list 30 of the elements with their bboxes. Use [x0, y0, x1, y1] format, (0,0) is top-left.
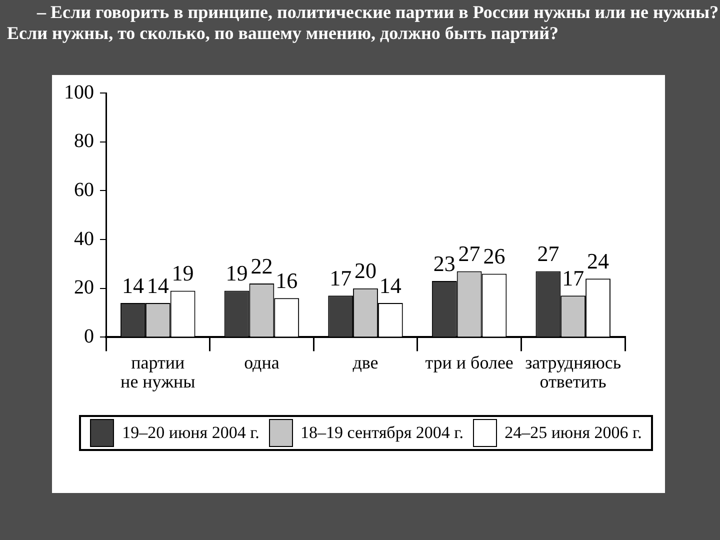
x-tick-label: одна	[244, 352, 280, 372]
x-tick-label: две	[352, 352, 378, 372]
data-label: 27	[458, 241, 480, 266]
x-tick-label: партии не нужны	[120, 352, 196, 392]
data-label: 22	[250, 253, 273, 278]
legend-label: 19–20 июня 2004 г.	[122, 423, 260, 443]
data-label: 19	[226, 260, 248, 286]
legend-label: 24–25 июня 2006 г.	[504, 423, 642, 443]
y-tick-label: 20	[74, 276, 94, 299]
data-label: 17	[330, 265, 352, 290]
chart-title: – Если говорить в принципе, политические партии в России нужны или не нужны? Если нужны, то сколько, по вашему мнению, должно быть партий?	[7, 2, 719, 44]
y-tick-label: 40	[74, 228, 94, 250]
data-label: 14	[146, 272, 169, 298]
data-label: 14	[122, 272, 144, 298]
data-label: 23	[433, 250, 456, 276]
y-tick-label: 80	[74, 130, 94, 152]
x-tick-label: затрудняюсь ответить	[525, 352, 622, 392]
y-tick-label: 100	[64, 81, 94, 104]
data-label: 20	[354, 258, 376, 284]
data-label: 27	[537, 241, 560, 266]
data-label: 19	[172, 260, 194, 286]
x-tick-label: три и более	[425, 352, 514, 372]
data-label: 14	[379, 272, 402, 298]
y-tick-label: 0	[84, 325, 94, 348]
data-label: 16	[276, 268, 298, 293]
legend-label: 18–19 сентября 2004 г.	[300, 423, 464, 443]
data-label: 24	[587, 248, 610, 274]
y-tick-label: 60	[74, 178, 94, 201]
data-label: 26	[483, 243, 506, 268]
data-label: 17	[562, 265, 584, 290]
